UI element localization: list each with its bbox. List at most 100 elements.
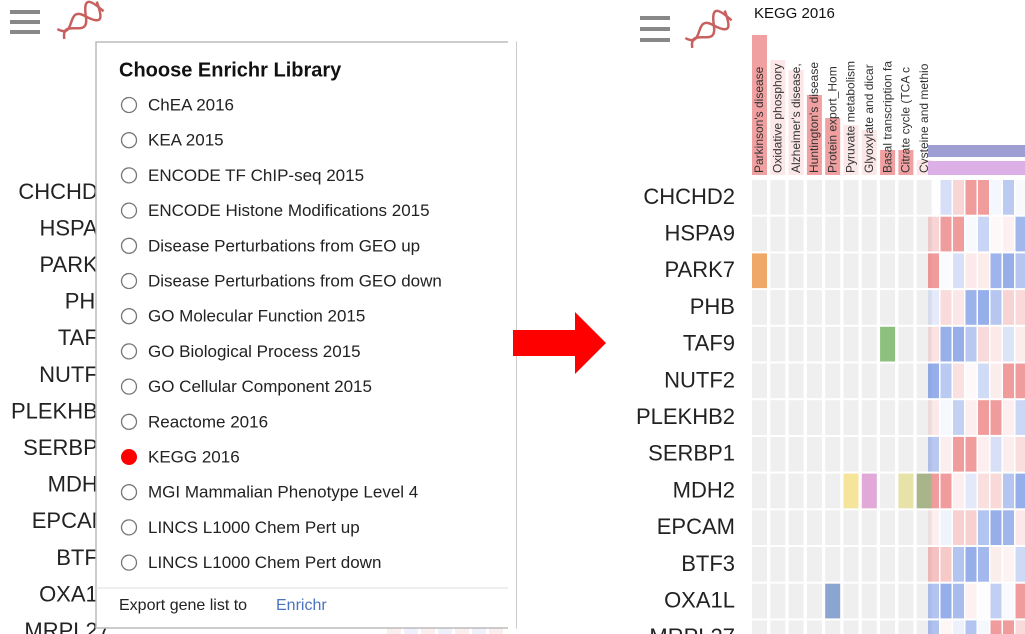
cell xyxy=(898,363,914,399)
expression-cell xyxy=(978,363,989,399)
menu-bar xyxy=(640,27,670,31)
radio-button[interactable] xyxy=(120,343,138,360)
radio-button[interactable] xyxy=(121,449,137,465)
library-option[interactable]: KEA 2015 xyxy=(120,131,224,150)
hit-cell xyxy=(880,326,896,362)
cell xyxy=(916,510,932,545)
cell xyxy=(806,363,822,399)
menu-icon[interactable] xyxy=(10,10,40,34)
cell xyxy=(752,436,767,472)
option-label: GO Molecular Function 2015 xyxy=(148,307,365,326)
expression-cell xyxy=(1015,436,1025,472)
cell xyxy=(880,547,896,582)
expression-cell xyxy=(928,510,939,545)
gene-label: HSPA9 xyxy=(664,221,735,246)
expression-cell xyxy=(953,326,964,362)
cell xyxy=(843,253,859,289)
expression-cell xyxy=(990,216,1002,252)
expression-cell xyxy=(953,473,964,509)
library-option[interactable]: GO Biological Process 2015 xyxy=(120,342,361,361)
cell xyxy=(806,510,822,545)
expression-cell xyxy=(1003,180,1014,215)
radio-button[interactable] xyxy=(120,272,138,290)
cell xyxy=(806,290,822,325)
menu-bar xyxy=(10,20,40,24)
option-label: LINCS L1000 Chem Pert down xyxy=(148,553,381,572)
cell xyxy=(825,363,841,399)
library-option[interactable]: LINCS L1000 Chem Pert up xyxy=(120,518,360,537)
cell xyxy=(752,216,767,252)
radio-button[interactable] xyxy=(120,96,138,114)
cell xyxy=(880,253,896,289)
cell xyxy=(861,180,877,215)
menu-icon[interactable] xyxy=(640,16,670,42)
term-label: Oxidative phosphory xyxy=(770,64,784,173)
expression-cell xyxy=(1015,400,1025,435)
radio-button[interactable] xyxy=(120,167,138,184)
cell xyxy=(806,180,822,215)
cell xyxy=(752,620,767,634)
cell xyxy=(861,363,877,399)
library-option[interactable]: LINCS L1000 Chem Pert down xyxy=(120,553,382,572)
term-label: Protein export_Hom xyxy=(825,66,839,173)
expression-cell xyxy=(978,510,989,545)
radio-button[interactable] xyxy=(120,132,138,149)
expression-cell xyxy=(928,326,939,362)
expression-cell xyxy=(928,583,939,619)
radio-button[interactable] xyxy=(120,413,138,430)
radio-button[interactable] xyxy=(120,554,138,571)
cell xyxy=(825,180,841,215)
library-option[interactable]: ChEA 2016 xyxy=(120,95,235,114)
cell xyxy=(916,326,932,362)
library-option[interactable]: GO Molecular Function 2015 xyxy=(120,307,366,326)
expression-cell xyxy=(928,620,939,634)
gene-label: PLEKHB2 xyxy=(11,398,110,423)
dna-logo xyxy=(684,9,733,49)
library-option[interactable]: Disease Perturbations from GEO down xyxy=(120,271,442,290)
expression-cell xyxy=(978,436,989,472)
enrichr-link[interactable]: Enrichr xyxy=(276,597,327,614)
gene-label: CHCHD2 xyxy=(18,179,110,204)
expression-cell xyxy=(978,547,989,582)
expression-cell xyxy=(1015,583,1025,619)
library-option[interactable]: Disease Perturbations from GEO up xyxy=(120,236,421,255)
radio-button[interactable] xyxy=(120,237,138,254)
term-header xyxy=(861,130,877,175)
expression-cell xyxy=(990,400,1002,435)
library-option[interactable]: KEGG 2016 xyxy=(121,447,240,466)
menu-bar xyxy=(10,30,40,34)
radio-button[interactable] xyxy=(120,519,138,536)
expression-cell xyxy=(928,547,939,582)
cell xyxy=(880,363,896,399)
radio-button[interactable] xyxy=(120,378,138,395)
expression-cell xyxy=(940,326,952,362)
library-option[interactable]: MGI Mammalian Phenotype Level 4 xyxy=(120,483,419,502)
expression-cell xyxy=(928,253,939,289)
cell xyxy=(861,290,877,325)
cell xyxy=(898,326,914,362)
library-option[interactable]: Reactome 2016 xyxy=(120,412,269,431)
expression-cell xyxy=(953,216,964,252)
library-option[interactable]: GO Cellular Component 2015 xyxy=(120,377,372,396)
library-option[interactable]: ENCODE Histone Modifications 2015 xyxy=(120,201,430,220)
expression-cell xyxy=(990,180,1002,215)
cell xyxy=(916,400,932,435)
cell xyxy=(770,473,786,509)
cell xyxy=(861,400,877,435)
expression-cell xyxy=(965,253,977,289)
library-option[interactable]: ENCODE TF ChIP-seq 2015 xyxy=(120,166,365,185)
radio-button[interactable] xyxy=(120,484,138,501)
cell xyxy=(770,216,786,252)
cell xyxy=(806,620,822,634)
expression-cell xyxy=(965,326,977,362)
cell xyxy=(752,363,767,399)
radio-button[interactable] xyxy=(120,202,138,219)
expression-cell xyxy=(940,510,952,545)
cell xyxy=(788,216,804,252)
expression-cell xyxy=(940,436,952,472)
cell xyxy=(806,547,822,582)
cell xyxy=(752,473,767,509)
cell xyxy=(843,400,859,435)
radio-button[interactable] xyxy=(120,308,138,325)
cell xyxy=(806,326,822,362)
